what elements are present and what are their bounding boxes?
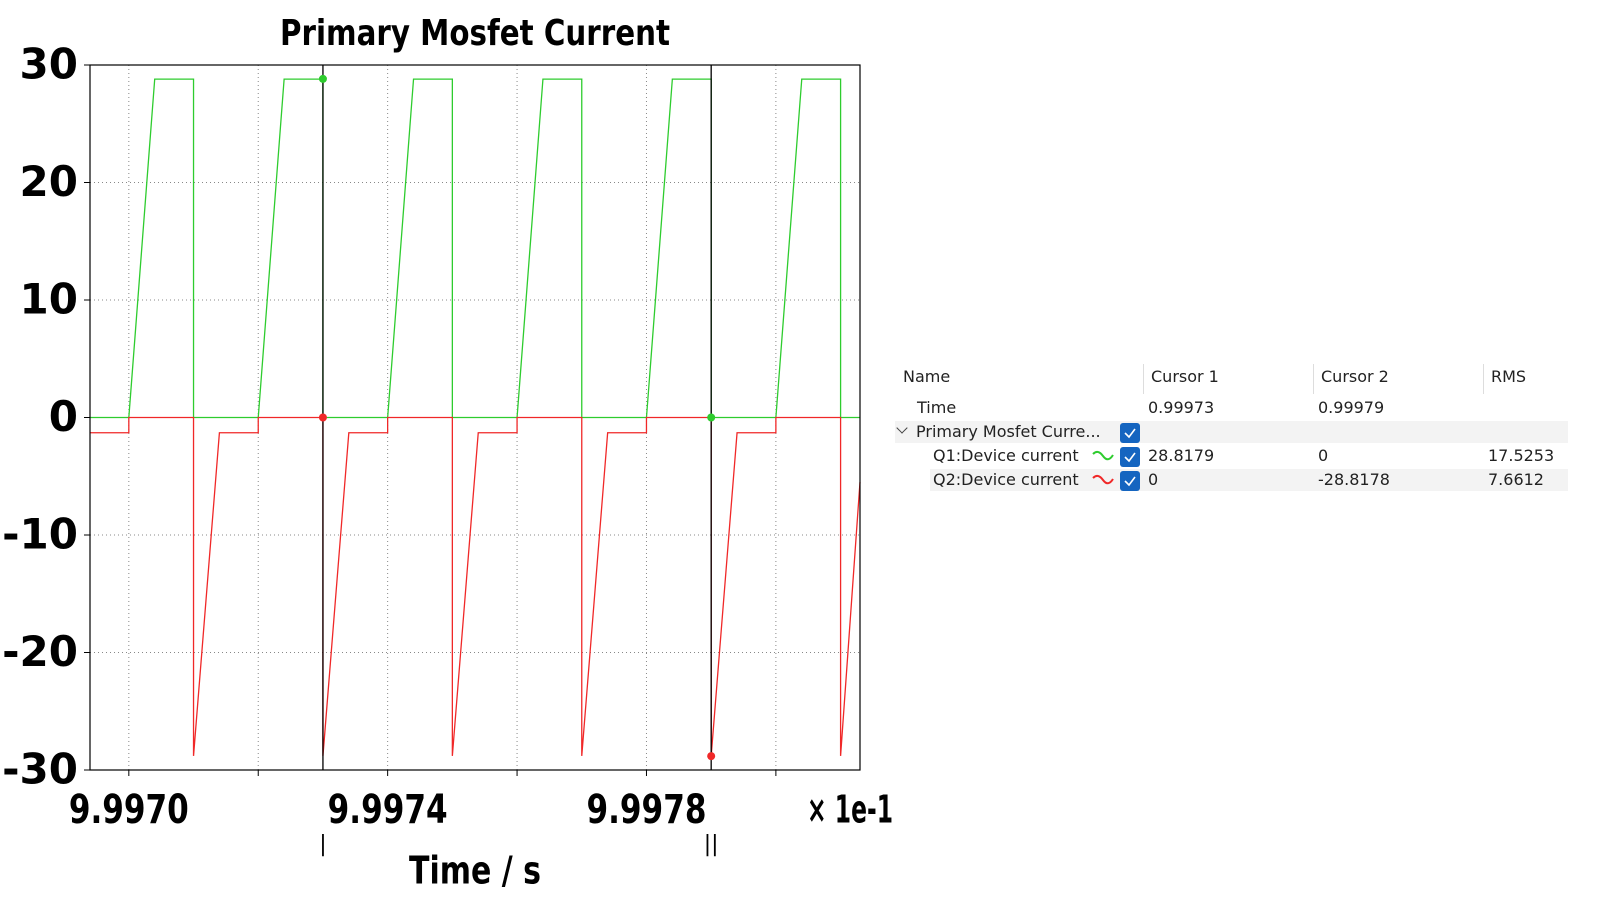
row-name: Q2:Device current	[933, 470, 1079, 489]
row-bg	[930, 469, 1568, 491]
cell: -28.8178	[1318, 470, 1390, 489]
row-name: Time	[917, 398, 957, 417]
cell: 28.8179	[1148, 446, 1215, 465]
column-separator	[1483, 364, 1484, 394]
y-tick-label: 20	[20, 157, 78, 206]
row-bg	[895, 421, 1568, 443]
plot-frame	[89, 64, 861, 771]
row-name: Primary Mosfet Curre...	[916, 422, 1101, 441]
x-multiplier: × 1e-1	[807, 788, 893, 832]
cell: 7.6612	[1488, 470, 1544, 489]
check	[1124, 452, 1136, 463]
x-tick-label: 9.9974	[328, 787, 448, 833]
y-tick-label: 10	[20, 275, 78, 324]
column-separator	[1313, 364, 1314, 394]
cell: 0	[1318, 446, 1329, 465]
column-header: Cursor 1	[1151, 367, 1219, 386]
y-tick-label: -30	[2, 745, 78, 794]
checkbox[interactable]	[1120, 447, 1140, 467]
trace-icon	[1092, 472, 1114, 491]
cell: 0.99973	[1148, 398, 1215, 417]
cursor-label: |	[319, 832, 326, 857]
y-tick-label: 30	[20, 40, 78, 89]
y-tick-label: -10	[2, 510, 78, 559]
column-header: RMS	[1491, 367, 1527, 386]
cell: 17.5253	[1488, 446, 1555, 465]
check	[1124, 428, 1136, 439]
y-tick-label: 0	[49, 392, 78, 441]
cursor-dot	[318, 74, 327, 83]
cursor-dot	[318, 413, 327, 422]
column-separator	[1143, 364, 1144, 394]
x-axis-label: Time / s	[409, 849, 541, 893]
x-tick-label: 9.9970	[69, 787, 189, 833]
row-name: Q1:Device current	[933, 446, 1079, 465]
trace-wave	[1092, 450, 1114, 461]
chart-title: Primary Mosfet Current	[280, 13, 670, 54]
chart: Primary Mosfet Current Time / s × 1e-1 -…	[2, 13, 893, 893]
series-line	[90, 416, 861, 756]
cursor-label: ||	[704, 832, 719, 857]
cursor-dot	[707, 413, 716, 422]
cursor-dot	[707, 752, 716, 761]
checkbox[interactable]	[1120, 423, 1140, 443]
trace-wave	[1092, 474, 1114, 485]
checkbox[interactable]	[1120, 471, 1140, 491]
series-line	[90, 78, 860, 419]
check	[1124, 476, 1136, 487]
cell: 0	[1148, 470, 1159, 489]
trace-icon	[1092, 448, 1114, 467]
column-header: Cursor 2	[1321, 367, 1389, 386]
x-tick-label: 9.9978	[586, 787, 706, 833]
y-tick-label: -20	[2, 627, 78, 676]
cell: 0.99979	[1318, 398, 1385, 417]
column-header: Name	[903, 367, 951, 386]
